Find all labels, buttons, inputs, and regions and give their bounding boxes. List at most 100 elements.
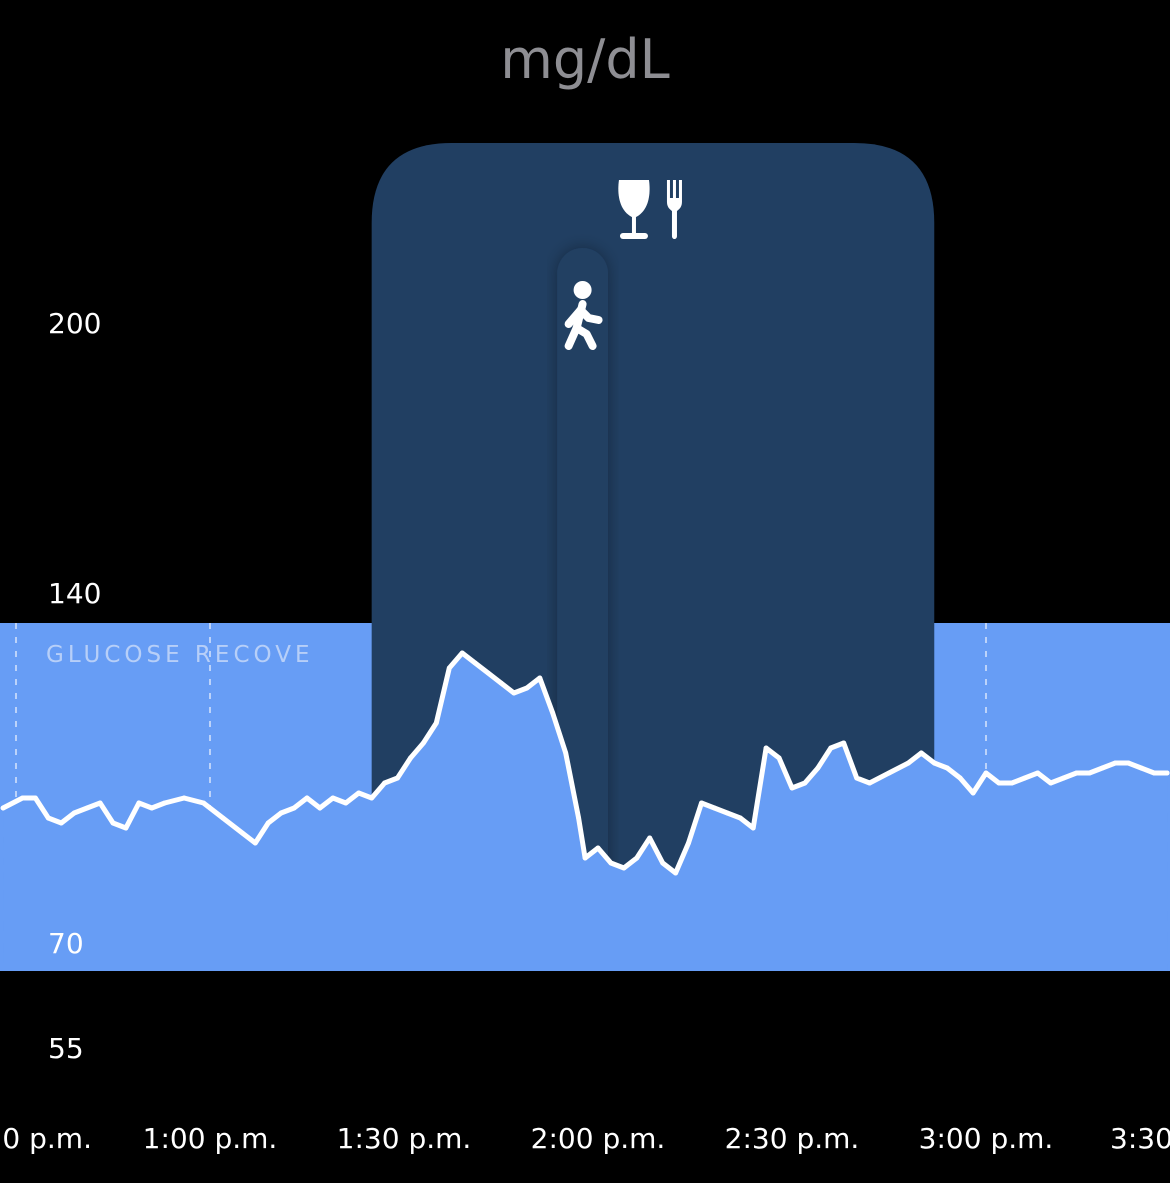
series-layer xyxy=(0,650,1170,971)
data-point xyxy=(854,775,860,781)
y-tick-label: 200 xyxy=(48,307,101,340)
data-point xyxy=(712,805,717,811)
data-point xyxy=(673,870,678,876)
data-point xyxy=(699,800,704,806)
data-point xyxy=(647,835,653,841)
target-range-label: GLUCOSE RECOVERY xyxy=(46,642,350,668)
data-point xyxy=(304,795,310,801)
data-point xyxy=(97,800,103,806)
data-point xyxy=(608,860,614,866)
data-point xyxy=(181,795,187,801)
data-point xyxy=(750,825,756,831)
data-point xyxy=(789,785,795,791)
x-tick-label: 0 p.m. xyxy=(2,1122,92,1155)
person-leg-front xyxy=(572,324,597,350)
data-point xyxy=(576,815,581,821)
walking-person-icon xyxy=(564,281,603,350)
wine-glass-bowl xyxy=(618,180,650,218)
data-point xyxy=(498,680,504,686)
data-point xyxy=(595,845,601,851)
data-point xyxy=(906,760,911,766)
data-point xyxy=(265,820,271,826)
data-point xyxy=(802,780,808,786)
data-point xyxy=(634,855,640,861)
data-point xyxy=(1100,765,1105,771)
data-point xyxy=(886,770,892,776)
data-point xyxy=(58,820,64,826)
x-tick-label: 2:30 p.m. xyxy=(725,1122,860,1155)
x-tick-label: 2:00 p.m. xyxy=(531,1122,666,1155)
data-point xyxy=(1022,775,1028,781)
data-point xyxy=(1112,760,1118,766)
data-point xyxy=(1138,765,1144,771)
data-point xyxy=(1151,770,1157,776)
data-point xyxy=(343,800,349,806)
data-point xyxy=(1087,770,1092,776)
data-point xyxy=(563,750,569,756)
glucose-line xyxy=(0,650,1170,876)
x-tick-label: 1:30 p.m. xyxy=(337,1122,472,1155)
data-point xyxy=(1074,770,1079,776)
data-point xyxy=(660,860,666,866)
data-point xyxy=(220,815,226,821)
data-point xyxy=(511,690,517,696)
data-point xyxy=(841,740,847,746)
data-point xyxy=(278,810,284,816)
wine-glass-stem xyxy=(631,216,636,234)
x-tick-label: 3:00 p.m. xyxy=(919,1122,1054,1155)
fork-shape xyxy=(666,180,682,239)
data-point xyxy=(537,675,543,681)
data-point xyxy=(33,795,38,801)
data-point xyxy=(84,805,90,811)
unit-label: mg/dL xyxy=(500,28,670,91)
data-point xyxy=(1009,780,1015,786)
data-point xyxy=(472,660,478,666)
data-point xyxy=(815,765,821,771)
data-point xyxy=(918,750,924,756)
data-point xyxy=(776,755,782,761)
data-point xyxy=(1061,775,1066,781)
data-point xyxy=(867,780,872,786)
data-point xyxy=(0,805,6,811)
data-point xyxy=(1164,770,1170,776)
data-point xyxy=(983,770,989,776)
y-tick-label: 70 xyxy=(48,927,84,960)
series-area-fill xyxy=(3,653,1168,971)
data-point xyxy=(252,840,258,846)
data-point xyxy=(828,745,834,751)
data-point xyxy=(71,810,77,816)
data-point xyxy=(123,825,129,831)
data-point xyxy=(686,840,691,846)
data-point xyxy=(45,815,51,821)
data-point xyxy=(20,795,25,801)
data-point xyxy=(162,800,168,806)
data-point xyxy=(524,685,530,691)
data-point xyxy=(110,820,116,826)
y-tick-label: 140 xyxy=(48,577,101,610)
data-point xyxy=(291,805,297,811)
data-point xyxy=(1125,760,1131,766)
data-point xyxy=(1035,770,1041,776)
y-axis-ticks: 200 140 70 55 xyxy=(48,307,101,1065)
data-point xyxy=(459,650,465,656)
x-axis-ticks: 0 p.m. 1:00 p.m. 1:30 p.m. 2:00 p.m. 2:30 p.… xyxy=(2,1122,1170,1155)
data-point xyxy=(970,790,976,796)
wine-glass-base xyxy=(619,233,648,239)
data-point xyxy=(239,830,245,836)
data-point xyxy=(957,775,963,781)
data-point xyxy=(395,775,400,781)
data-point xyxy=(485,670,491,676)
data-point xyxy=(763,745,769,751)
data-point xyxy=(356,790,362,796)
x-tick-label: 3:30 xyxy=(1110,1122,1170,1155)
data-point xyxy=(201,800,206,806)
x-tick-label: 1:00 p.m. xyxy=(143,1122,278,1155)
person-arm-front xyxy=(576,306,603,324)
person-head xyxy=(573,281,592,299)
data-point xyxy=(408,755,413,761)
data-point xyxy=(944,765,950,771)
data-point xyxy=(421,740,426,746)
data-point xyxy=(931,760,937,766)
data-point xyxy=(149,805,155,811)
